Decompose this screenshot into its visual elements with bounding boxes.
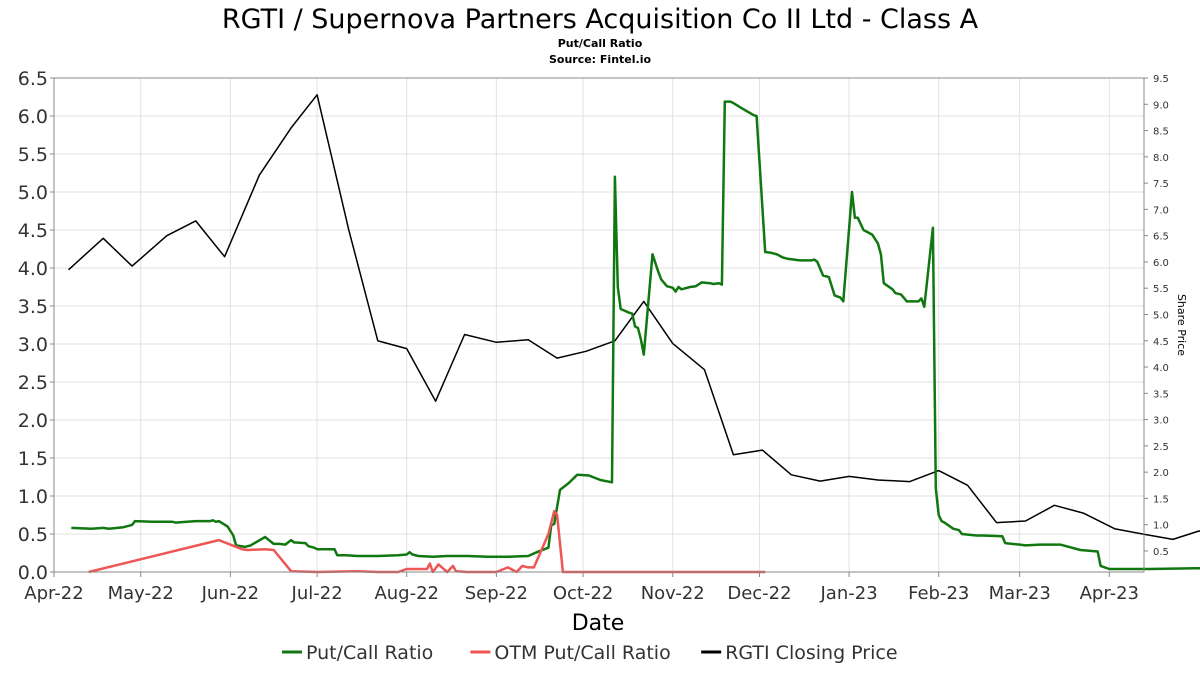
right-tick-label: 5.5: [1153, 284, 1169, 295]
x-tick-label: May-22: [108, 583, 174, 604]
chart-source: Source: Fintel.io: [549, 53, 651, 66]
legend-label-put-call-ratio: Put/Call Ratio: [306, 642, 433, 664]
left-tick-label: 0.0: [18, 562, 48, 584]
right-tick-label: 8.0: [1153, 153, 1169, 164]
left-tick-label: 4.0: [18, 258, 48, 280]
series-line-otm-put-call-ratio: [88, 509, 766, 574]
x-tick-label: Mar-23: [989, 583, 1051, 604]
left-tick-label: 2.0: [18, 410, 48, 432]
plot-area: [54, 78, 1144, 572]
right-tick-label: 8.5: [1153, 127, 1169, 138]
legend-label-otm-put-call-ratio: OTM Put/Call Ratio: [494, 642, 670, 664]
x-tick-label: Sep-22: [465, 583, 528, 604]
left-axis: 0.0 0.5 1.0 1.5 2.0 2.5 3.0 3.5 4.0 4.5 5.0 5.5 6.0 6…: [18, 68, 54, 584]
x-tick-label: Nov-22: [641, 583, 705, 604]
right-tick-label: 5.0: [1153, 310, 1169, 321]
x-tick-label: Apr-22: [24, 583, 83, 604]
legend: Put/Call Ratio OTM Put/Call Ratio RGTI Clo…: [282, 642, 898, 664]
right-tick-label: 3.0: [1153, 416, 1169, 427]
right-tick-label: 9.0: [1153, 100, 1169, 111]
series-line-put-call-ratio: [71, 100, 1200, 571]
left-tick-label: 5.5: [18, 144, 48, 166]
left-tick-label: 3.0: [18, 334, 48, 356]
right-tick-label: 3.5: [1153, 389, 1169, 400]
right-tick-label: 2.5: [1153, 442, 1169, 453]
right-tick-label: 7.5: [1153, 179, 1169, 190]
right-tick-label: 4.5: [1153, 337, 1169, 348]
left-tick-label: 2.5: [18, 372, 48, 394]
right-tick-label: 9.5: [1153, 74, 1169, 85]
left-tick-label: 5.0: [18, 182, 48, 204]
plot-border: [53, 77, 1145, 573]
right-tick-label: 6.0: [1153, 258, 1169, 269]
chart-title: RGTI / Supernova Partners Acquisition Co…: [222, 4, 979, 35]
x-axis: Apr-22 May-22 Jun-22 Jul-22 Aug-22 Sep-22 Oct-…: [24, 572, 1139, 604]
right-tick-label: 6.5: [1153, 232, 1169, 243]
right-tick-label: 1.0: [1153, 521, 1169, 532]
x-tick-label: Feb-23: [908, 583, 969, 604]
right-axis: 0.5 1.0 1.5 2.0 2.5 3.0 3.5 4.0 4.5 5.0 5.5 6.0 6.5 7…: [1144, 74, 1169, 558]
x-axis-label: Date: [572, 611, 625, 636]
right-tick-label: 1.5: [1153, 494, 1169, 505]
x-tick-label: Jul-22: [291, 583, 343, 604]
x-tick-label: Dec-22: [727, 583, 791, 604]
series-line-rgti-closing-price: [67, 94, 1200, 541]
left-tick-label: 6.0: [18, 106, 48, 128]
x-tick-label: Aug-22: [374, 583, 439, 604]
x-tick-label: Oct-22: [553, 583, 614, 604]
left-tick-label: 1.5: [18, 448, 48, 470]
legend-label-rgti-closing-price: RGTI Closing Price: [725, 642, 897, 664]
x-tick-label: Apr-23: [1080, 583, 1139, 604]
right-tick-label: 0.5: [1153, 547, 1169, 558]
left-tick-label: 1.0: [18, 486, 48, 508]
right-tick-label: 2.0: [1153, 468, 1169, 479]
right-tick-label: 7.0: [1153, 205, 1169, 216]
left-tick-label: 6.5: [18, 68, 48, 90]
left-tick-label: 4.5: [18, 220, 48, 242]
series-layer: [67, 94, 1200, 574]
right-tick-label: 4.0: [1153, 363, 1169, 374]
x-tick-label: Jan-23: [820, 583, 878, 604]
right-axis-label: Share Price: [1175, 294, 1188, 356]
left-tick-label: 3.5: [18, 296, 48, 318]
x-tick-label: Jun-22: [201, 583, 260, 604]
left-tick-label: 0.5: [18, 524, 48, 546]
chart-subtitle: Put/Call Ratio: [558, 37, 643, 50]
